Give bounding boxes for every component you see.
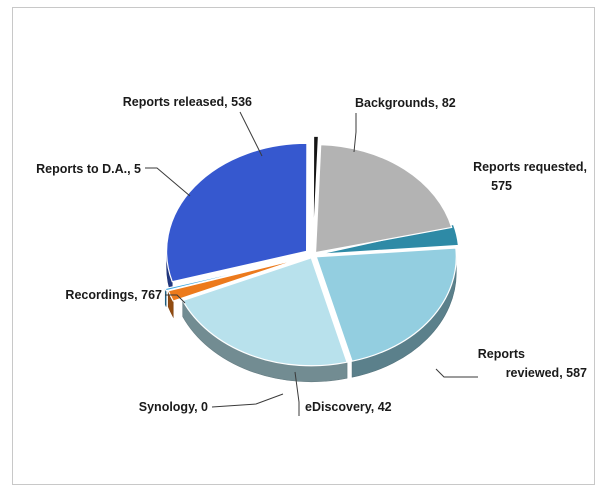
label-reports-released: Reports released, 536 bbox=[123, 95, 252, 109]
pie-slice-reports-to-d-a bbox=[312, 135, 320, 245]
label-recordings: Recordings, 767 bbox=[65, 288, 162, 302]
leader-line-ediscovery bbox=[294, 371, 300, 416]
leader-line-backgrounds bbox=[353, 113, 357, 153]
leader-line-reports-released bbox=[239, 111, 263, 157]
pie-slice-reports-released bbox=[314, 144, 453, 254]
pie-slice-synology bbox=[164, 257, 300, 292]
label-reports-reviewed-1: Reports bbox=[478, 347, 525, 361]
leader-line-recordings bbox=[165, 294, 186, 304]
leader-line-synology bbox=[211, 393, 284, 408]
label-reports-reviewed-2: reviewed, 587 bbox=[506, 366, 587, 380]
label-synology: Synology, 0 bbox=[139, 400, 208, 414]
pie-slice-reports-reviewed bbox=[181, 257, 348, 367]
leader-line-reports-to-d-a bbox=[145, 167, 191, 197]
label-reports-to-d-a: Reports to D.A., 5 bbox=[36, 162, 141, 176]
label-backgrounds: Backgrounds, 82 bbox=[355, 96, 456, 110]
label-reports-requested-2: 575 bbox=[491, 179, 512, 193]
pie-slice-recordings bbox=[166, 142, 308, 283]
leader-line-reports-reviewed bbox=[435, 368, 478, 378]
pie-slice-reports-requested bbox=[315, 247, 457, 362]
label-ediscovery: eDiscovery, 42 bbox=[305, 400, 392, 414]
label-reports-requested-1: Reports requested, bbox=[473, 160, 587, 174]
